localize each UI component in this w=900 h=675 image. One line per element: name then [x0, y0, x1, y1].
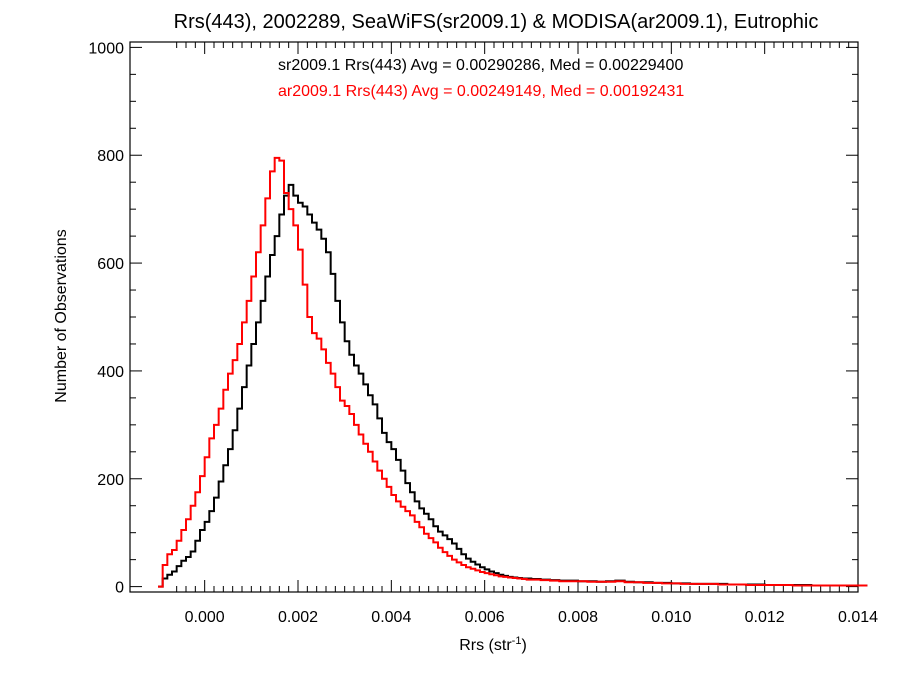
- x-tick-label: 0.014: [838, 609, 878, 626]
- series-line-modisa: [158, 156, 868, 588]
- x-axis-label: Rrs (str-1): [459, 635, 527, 654]
- x-tick-label: 0.010: [651, 609, 691, 626]
- y-tick-label: 400: [97, 364, 124, 381]
- y-tick-label: 1000: [88, 40, 124, 57]
- legend: sr2009.1 Rrs(443) Avg = 0.00290286, Med …: [278, 57, 684, 100]
- x-tick-label: 0.000: [185, 609, 225, 626]
- x-tick-label: 0.008: [558, 609, 598, 626]
- y-tick-label: 600: [97, 256, 124, 273]
- x-tick-label: 0.002: [278, 609, 318, 626]
- x-axis-label-main: Rrs (str: [459, 637, 512, 654]
- series-group: [158, 156, 868, 588]
- y-tick-label: 0: [115, 580, 124, 597]
- x-tick-label: 0.004: [371, 609, 411, 626]
- x-tick-label: 0.006: [465, 609, 505, 626]
- series-line-seawifs: [158, 183, 868, 588]
- y-tick-label: 200: [97, 472, 124, 489]
- legend-entry: sr2009.1 Rrs(443) Avg = 0.00290286, Med …: [278, 57, 683, 74]
- plot-frame: [129, 41, 859, 593]
- x-axis-label-close: ): [521, 637, 526, 654]
- y-tick-label: 800: [97, 148, 124, 165]
- legend-entry: ar2009.1 Rrs(443) Avg = 0.00249149, Med …: [278, 83, 684, 100]
- y-axis-label: Number of Observations: [53, 229, 70, 402]
- y-axis: 0 200 400 600 800 1000: [88, 40, 858, 597]
- x-tick-label: 0.012: [745, 609, 785, 626]
- x-axis: 0.000 0.002 0.004 0.006 0.008 0.010 0.012 0.014: [176, 42, 878, 626]
- chart-title: Rrs(443), 2002289, SeaWiFS(sr2009.1) & M…: [174, 11, 819, 33]
- x-axis-label-superscript: -1: [512, 635, 522, 647]
